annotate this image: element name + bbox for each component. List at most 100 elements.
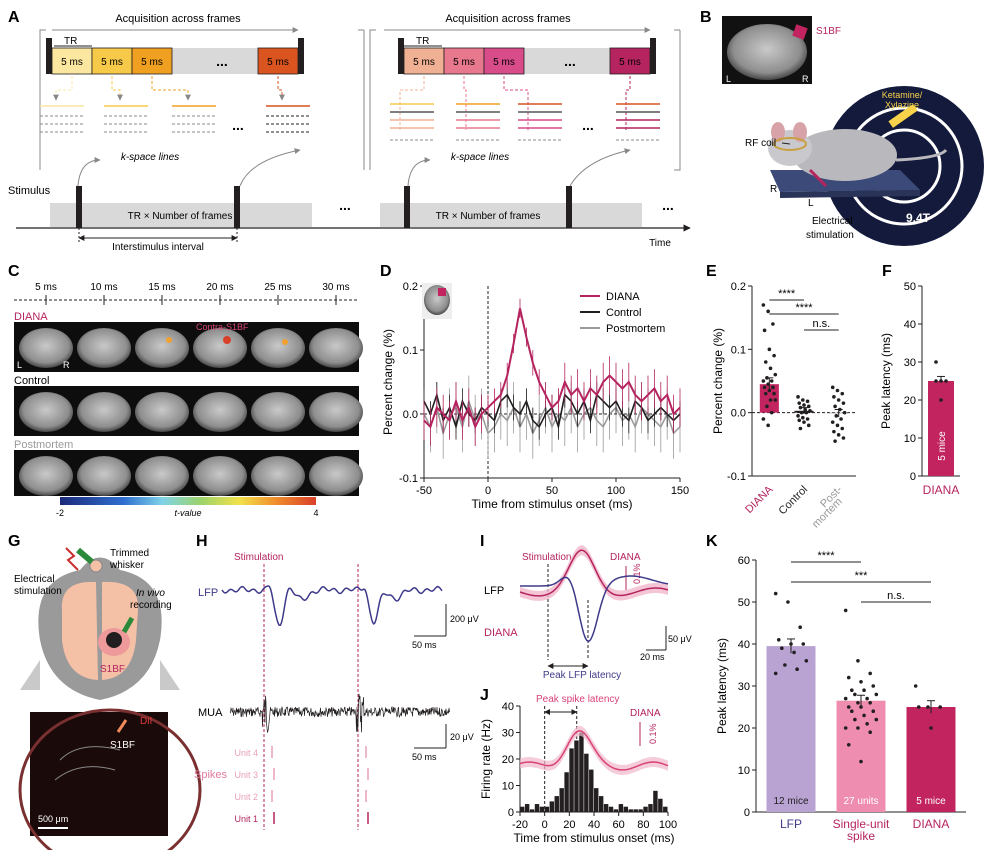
c-control-label: Control: [14, 375, 49, 387]
lightning-icon: [65, 547, 79, 571]
kspace-label-right: k-space lines: [451, 152, 509, 163]
time-tick-label: 20 ms: [206, 282, 233, 293]
data-point: [856, 659, 860, 663]
data-point: [786, 600, 790, 604]
h-sb1b: 50 ms: [412, 640, 437, 650]
data-point: [841, 401, 846, 405]
y-axis-label: Firing rate (Hz): [479, 719, 493, 799]
y-tick-label: 10: [904, 433, 916, 445]
time-tick-label: 10 ms: [90, 282, 117, 293]
data-point: [773, 591, 778, 596]
y-tick-label: 0.1: [731, 344, 746, 356]
data-point: [836, 398, 841, 402]
data-point: [841, 436, 846, 440]
data-point: [767, 347, 772, 352]
sig-label: ****: [817, 550, 835, 562]
g-estim-label1: Electrical: [14, 574, 55, 585]
x-axis-label: Time from stimulus onset (ms): [514, 831, 675, 845]
sig-label: ***: [855, 570, 869, 582]
y-tick-label: 0.2: [731, 281, 746, 293]
rf-coil-label: RF coil: [745, 138, 776, 149]
frame-box-label: 5 ms: [493, 57, 515, 68]
histogram-bar: [569, 748, 574, 812]
y-tick-label: 0: [910, 471, 916, 483]
bar: [766, 646, 816, 812]
category-label: LFP: [780, 817, 802, 831]
y-tick-label: 0.2: [403, 281, 418, 293]
data-point: [805, 417, 810, 421]
x-tick-label: -50: [416, 485, 432, 497]
y-tick-label: -0.1: [727, 471, 746, 483]
h-stim-label: Stimulation: [234, 552, 283, 563]
histogram-bar: [663, 806, 668, 812]
data-point: [939, 379, 943, 383]
y-axis-label: Percent change (%): [381, 329, 395, 435]
histogram-bar: [623, 806, 629, 812]
panel-a: A Acquisition across frames TR 5 ms 5 ms 5…: [8, 9, 691, 253]
data-point: [776, 638, 781, 642]
category-label: DIANA: [923, 483, 960, 497]
histogram-bar: [633, 809, 638, 812]
data-point: [769, 379, 774, 383]
histology-image: [30, 712, 168, 836]
data-point: [833, 404, 837, 409]
legend-label: DIANA: [606, 291, 640, 303]
data-point: [796, 395, 800, 399]
frame-box-label: 5 ms: [267, 57, 289, 68]
frame-box-label: 5 ms: [141, 57, 163, 68]
brain-slice-image: [135, 328, 189, 368]
histogram-bar: [653, 790, 658, 812]
kspace-arrow: [625, 76, 631, 130]
x-tick-label: 80: [637, 819, 649, 831]
brain-slice-image: [77, 456, 131, 496]
dil-label: DiI: [140, 716, 152, 727]
inset-brain: [424, 285, 450, 315]
legend-label: Postmortem: [606, 323, 665, 335]
data-point: [934, 360, 938, 364]
panel-letter-k: K: [706, 533, 718, 550]
data-point: [808, 408, 812, 413]
kspace-arrow: [151, 76, 191, 101]
brain-slice-image: [309, 392, 363, 432]
y-tick-label: 0: [744, 807, 750, 819]
mouse-icon: [793, 129, 897, 181]
brain-slice-image: [193, 392, 247, 432]
panel-c: C 5 ms 10 ms 15 ms 20 ms 25 ms 30 ms DIANA Co…: [8, 263, 363, 518]
estim-label-b2: stimulation: [806, 230, 854, 241]
g-s1bf-label: S1BF: [100, 664, 125, 675]
histogram-bar: [529, 809, 535, 812]
panel-letter-h: H: [196, 533, 208, 550]
x-tick-label: 100: [607, 485, 625, 497]
data-point: [799, 410, 804, 415]
data-point: [766, 309, 770, 314]
unit-label: Unit 1: [234, 814, 258, 824]
i-sb1: 50 μV: [668, 634, 692, 644]
data-point: [804, 410, 809, 415]
dots-right: ...: [564, 53, 576, 69]
data-point: [874, 717, 879, 722]
data-point: [763, 391, 768, 396]
data-point: [761, 379, 766, 383]
x-tick-label: 20: [563, 819, 575, 831]
data-point: [856, 726, 860, 730]
data-point: [761, 417, 766, 421]
brain-slice-image: [135, 456, 189, 496]
s1bf-label-b: S1BF: [816, 26, 841, 37]
frame-box-label: 5 ms: [413, 57, 435, 68]
data-point: [859, 705, 863, 709]
histogram-bar: [534, 804, 540, 812]
histogram-bar: [564, 772, 569, 812]
c-l-label: L: [17, 360, 22, 370]
histogram-bar: [628, 809, 633, 812]
data-point: [798, 405, 803, 410]
panel-j: J Peak spike latency DIANA 0.1% 0 10 20 30 4…: [479, 687, 677, 845]
legend-label: Control: [606, 307, 641, 319]
data-point: [801, 398, 805, 402]
kspace-arrow: [277, 76, 285, 101]
panel-letter-b: B: [700, 9, 712, 26]
time-tick-label: 5 ms: [35, 282, 57, 293]
y-tick-label: -0.1: [399, 473, 418, 485]
y-tick-label: 0.1: [403, 345, 418, 357]
h-sb2b: 50 ms: [412, 752, 437, 762]
data-point: [871, 709, 876, 713]
